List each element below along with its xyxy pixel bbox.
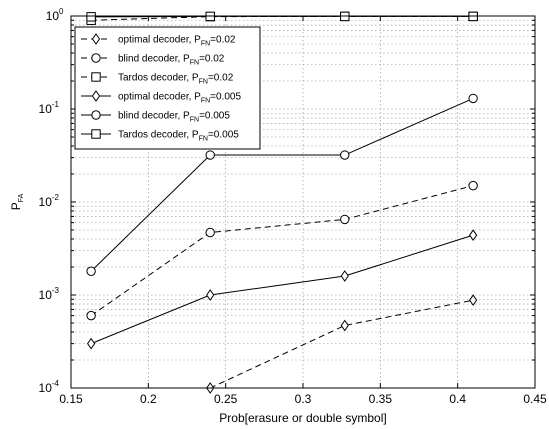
ticks: 0.15 0.2 0.25 0.3 0.35 0.4 0.4510-410-310-210-… <box>39 7 547 406</box>
y-tick-label: 10-3 <box>39 286 60 302</box>
legend-label-suffix: =0.02 <box>208 73 234 84</box>
legend-label: Tardos decoder, PFN=0.005 <box>118 130 239 143</box>
x-axis-label: Prob[erasure or double symbol] <box>219 411 386 425</box>
legend-label-name: blind decoder, P <box>118 54 190 65</box>
square-marker <box>86 12 96 22</box>
circle-marker <box>86 310 96 321</box>
y-tick-label: 10-4 <box>39 379 60 395</box>
series-line <box>208 299 474 388</box>
y-tick-base: 10 <box>39 195 53 209</box>
legend-label: blind decoder, PFN=0.005 <box>118 111 230 124</box>
circle-marker <box>468 180 478 191</box>
legend-label-sub: FN <box>201 41 210 48</box>
x-tick-label: 0.35 <box>369 392 393 406</box>
circle-marker <box>340 150 350 160</box>
circle-marker <box>205 227 215 238</box>
legend-label-name: optimal decoder, P <box>118 92 201 103</box>
y-tick-base: 10 <box>39 381 53 395</box>
y-tick-base: 10 <box>39 288 53 302</box>
y-tick-label: 100 <box>46 7 64 23</box>
circle-marker <box>468 93 478 104</box>
y-axis-label-sub: FA <box>18 193 25 202</box>
legend-label-sub: FN <box>190 117 199 124</box>
legend-label-name: optimal decoder, P <box>118 35 201 46</box>
diamond-marker <box>86 337 96 350</box>
legend-label-suffix: =0.005 <box>199 111 230 122</box>
y-tick-base: 10 <box>46 9 60 23</box>
series-line <box>90 97 474 272</box>
series-line <box>90 185 474 317</box>
y-tick-exponent: -2 <box>52 193 60 202</box>
legend-label-name: blind decoder, P <box>118 111 190 122</box>
legend-label-sub: FN <box>201 98 210 105</box>
y-tick-label: 10-1 <box>39 100 60 116</box>
diamond-marker <box>340 270 349 282</box>
legend-label-sub: FN <box>190 60 199 67</box>
y-tick-exponent: -3 <box>52 286 60 295</box>
y-tick-base: 10 <box>39 102 53 116</box>
y-tick-exponent: -4 <box>52 379 60 388</box>
marker-layer <box>86 11 478 394</box>
square-marker <box>91 72 101 82</box>
legend-box <box>74 26 261 150</box>
y-tick-exponent: 0 <box>59 7 64 16</box>
legend-label: Tardos decoder, PFN=0.02 <box>118 73 234 86</box>
legend-label: optimal decoder, PFN=0.005 <box>118 92 241 105</box>
y-axis-label-main: P <box>9 202 23 210</box>
legend-label-name: Tardos decoder, P <box>118 130 199 141</box>
legend-label-suffix: =0.005 <box>208 130 239 141</box>
legend-label: blind decoder, PFN=0.02 <box>118 54 225 67</box>
legend-label-sub: FN <box>199 136 208 143</box>
diamond-marker <box>91 90 101 102</box>
x-tick-label: 0.4 <box>449 392 466 406</box>
x-tick-label: 0.25 <box>214 392 238 406</box>
y-axis-label: PFA <box>9 193 25 210</box>
y-tick-label: 10-2 <box>39 193 60 209</box>
legend-label-sub: FN <box>199 79 208 86</box>
diamond-marker <box>469 294 478 307</box>
circle-marker <box>205 150 215 160</box>
legend-label-suffix: =0.02 <box>210 35 236 46</box>
x-tick-label: 0.2 <box>140 392 157 406</box>
diamond-marker <box>91 33 101 45</box>
legend-label: optimal decoder, PFN=0.02 <box>118 35 236 48</box>
diamond-marker <box>469 229 478 242</box>
circle-marker <box>340 214 350 225</box>
legend-label-name: Tardos decoder, P <box>118 73 199 84</box>
legend-label-suffix: =0.005 <box>210 92 241 103</box>
x-tick-label: 0.3 <box>295 392 312 406</box>
square-marker <box>91 129 101 139</box>
x-tick-label: 0.45 <box>523 392 547 406</box>
diamond-marker <box>340 319 349 332</box>
circle-marker <box>91 53 101 63</box>
series-line <box>90 234 474 345</box>
x-tick-label: 0.15 <box>59 392 83 406</box>
diamond-marker <box>206 289 215 301</box>
y-tick-exponent: -1 <box>52 100 60 109</box>
circle-marker <box>91 110 101 120</box>
circle-marker <box>86 266 96 276</box>
legend-label-suffix: =0.02 <box>199 54 225 65</box>
